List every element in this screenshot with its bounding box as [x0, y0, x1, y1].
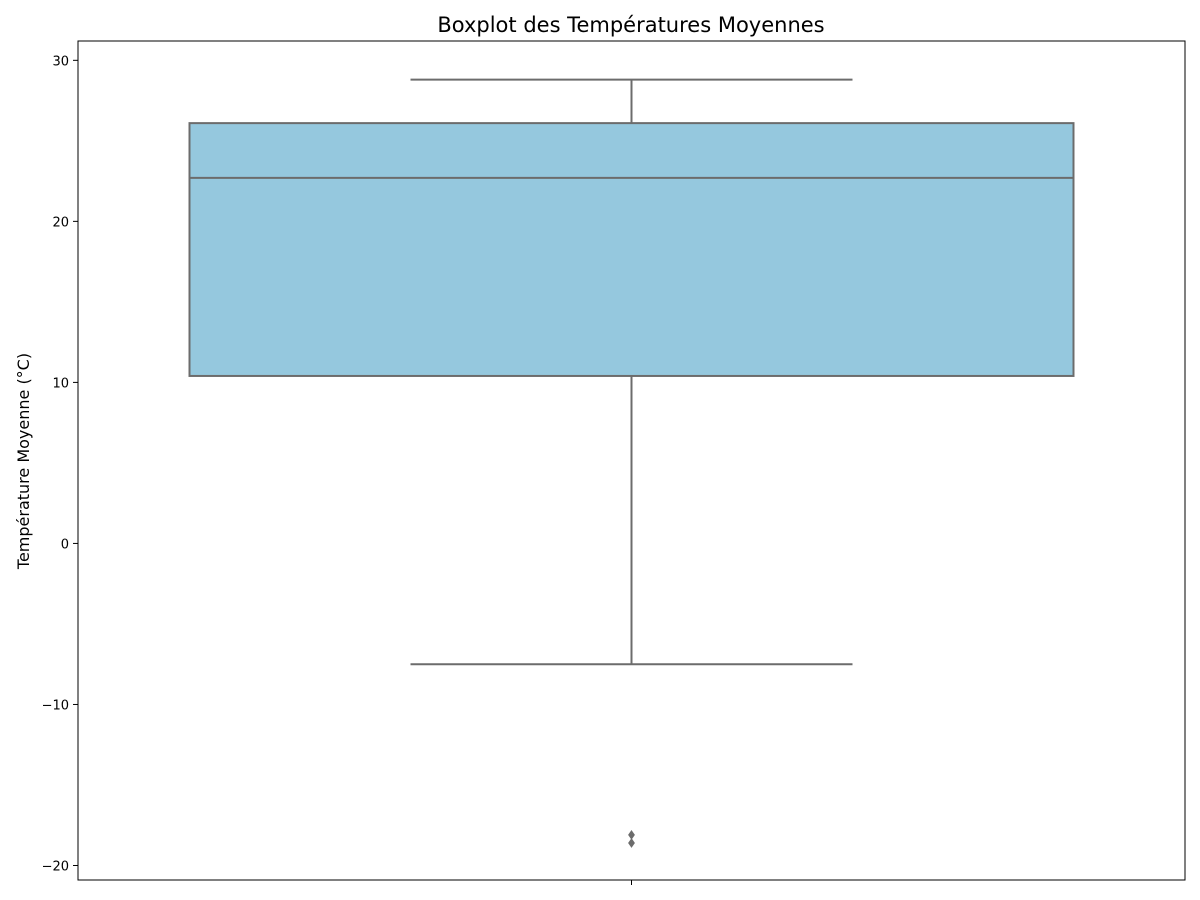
y-axis-label: Température Moyenne (°C)	[14, 353, 33, 570]
y-tick-label-1: 30	[52, 54, 69, 69]
outlier-point-2	[628, 838, 635, 848]
y-tick-label-3: 10	[52, 376, 69, 391]
outlier-point-1	[628, 830, 635, 840]
y-tick-label-6: −20	[42, 860, 69, 875]
iqr-box	[188, 122, 1075, 377]
chart-title: Boxplot des Températures Moyennes	[437, 13, 824, 37]
plot-area: 30 20 10 0 −10 −20	[42, 40, 1186, 885]
y-tick-label-4: 0	[61, 537, 69, 552]
y-tick-label-2: 20	[52, 215, 69, 230]
y-tick-label-5: −10	[42, 698, 69, 713]
